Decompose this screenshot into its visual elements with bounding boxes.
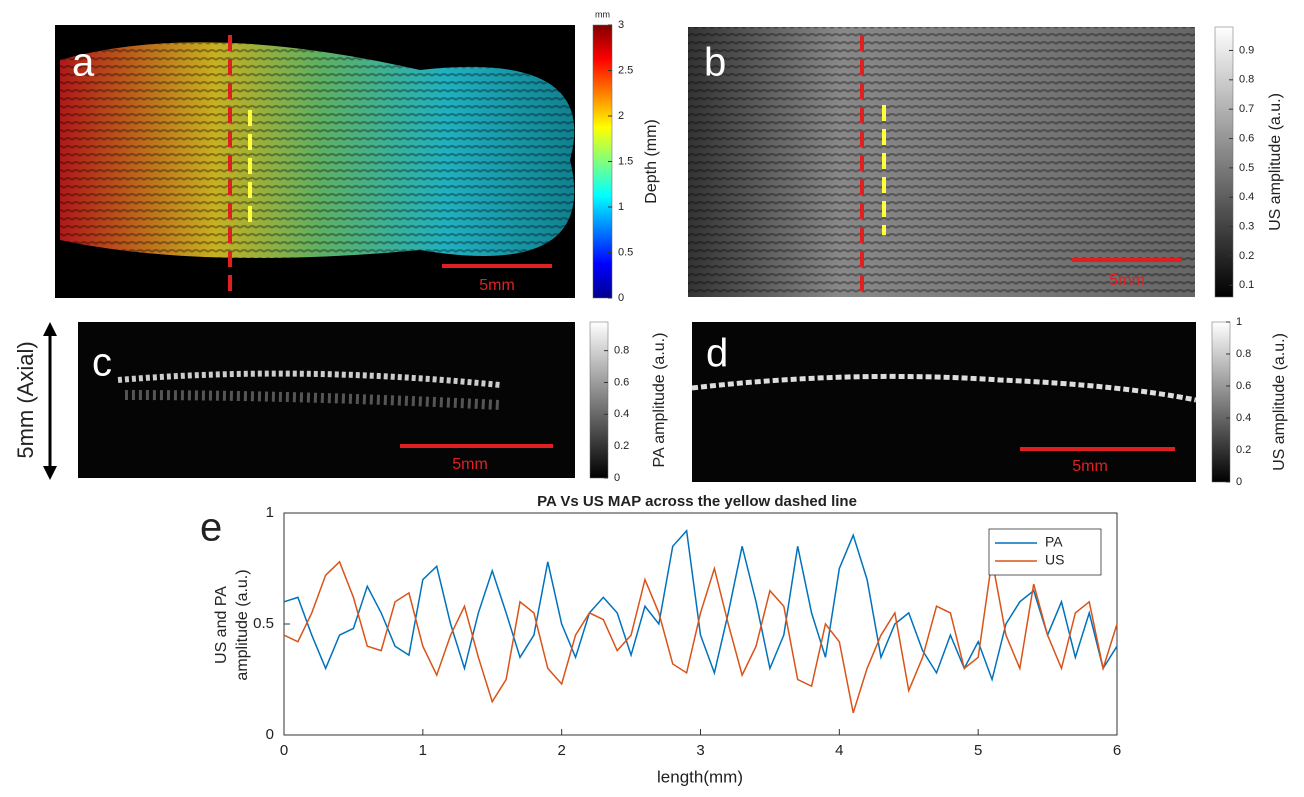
image-c <box>78 322 575 478</box>
plot-area <box>283 512 1118 736</box>
chart-title: PA Vs US MAP across the yellow dashed li… <box>537 493 857 510</box>
colorbar-tick-label: 0.4 <box>614 408 629 420</box>
image-b-ridges <box>688 27 1195 297</box>
colorbar-tick-label: 0.2 <box>1236 444 1251 456</box>
colorbar-tick-label: 2.5 <box>618 64 633 76</box>
x-tick-label: 4 <box>835 742 843 759</box>
colorbar-tick-label: 0.6 <box>614 376 629 388</box>
colorbar-tick-label: 0 <box>618 292 624 304</box>
colorbar-tick-label: 0.7 <box>1239 103 1254 115</box>
x-axis-label: length(mm) <box>657 767 743 786</box>
colorbar-label: Depth (mm) <box>643 119 660 203</box>
panel-label: d <box>706 332 728 376</box>
colorbar-tick-label: 2 <box>618 110 624 122</box>
colorbar-tick-label: 0.4 <box>1239 191 1254 203</box>
legend <box>988 528 1102 576</box>
colorbar-tick-label: 0.6 <box>1236 380 1251 392</box>
colorbar-tick-label: 0.9 <box>1239 44 1254 56</box>
colorbar-label: US amplitude (a.u.) <box>1271 333 1288 471</box>
panel-label: c <box>92 341 112 385</box>
panel-label: e <box>200 506 222 550</box>
colorbar-tick-label: 0.4 <box>1236 412 1251 424</box>
colorbar <box>589 321 609 479</box>
line <box>283 529 1118 683</box>
us-layer <box>691 373 1197 403</box>
y-axis-label: amplitude (a.u.) <box>234 569 251 680</box>
y-tick-label: 1 <box>266 504 274 521</box>
scale-bar-label: 5mm <box>1072 458 1108 475</box>
scale-bar-label: 5mm <box>1109 272 1145 289</box>
x-tick-label: 6 <box>1113 742 1121 759</box>
pa-sublayer <box>124 390 501 410</box>
scale-bar-label: 5mm <box>479 277 515 294</box>
x-tick-label: 2 <box>557 742 565 759</box>
x-tick-label: 3 <box>696 742 704 759</box>
panel-label: b <box>704 41 726 85</box>
x-tick-label: 5 <box>974 742 982 759</box>
colorbar-tick-label: 0.5 <box>618 246 633 258</box>
colorbar-tick-label: 0 <box>614 472 620 484</box>
panel-label: a <box>72 41 95 85</box>
colorbar-tick-label: 3 <box>618 19 624 31</box>
legend-label: US <box>1045 552 1064 568</box>
colorbar-tick-label: 1 <box>1236 316 1242 328</box>
pa-layer <box>117 370 501 388</box>
x-tick-label: 1 <box>419 742 427 759</box>
colorbar-tick-label: 0.2 <box>1239 250 1254 262</box>
line <box>283 559 1118 714</box>
colorbar-tick-label: 1 <box>618 201 624 213</box>
colorbar-tick-label: 0.6 <box>1239 132 1254 144</box>
image-d <box>692 322 1196 482</box>
axial-label: 5mm (Axial) <box>13 341 38 458</box>
colorbar-tick-label: 0.2 <box>614 440 629 452</box>
colorbar-tick-label: 0.5 <box>1239 162 1254 174</box>
colorbar-unit: mm <box>595 9 610 19</box>
scale-bar-label: 5mm <box>452 456 488 473</box>
y-tick-label: 0.5 <box>253 615 274 632</box>
y-axis-label: US and PA <box>213 586 230 664</box>
legend-label: PA <box>1045 534 1063 550</box>
finger-ridges <box>60 42 575 258</box>
colorbar <box>1214 26 1234 298</box>
colorbar-label: US amplitude (a.u.) <box>1267 93 1284 231</box>
colorbar-tick-label: 0.1 <box>1239 279 1254 291</box>
colorbar-tick-label: 0.8 <box>1239 74 1254 86</box>
colorbar <box>1211 321 1231 483</box>
colorbar-tick-label: 1.5 <box>618 155 633 167</box>
colorbar-tick-label: 0.8 <box>1236 348 1251 360</box>
colorbar-tick-label: 0.8 <box>614 345 629 357</box>
x-tick-label: 0 <box>280 742 288 759</box>
colorbar-tick-label: 0.3 <box>1239 220 1254 232</box>
colorbar-label: PA amplitude (a.u.) <box>651 333 668 468</box>
y-tick-label: 0 <box>266 726 274 743</box>
colorbar-tick-label: 0 <box>1236 476 1242 488</box>
